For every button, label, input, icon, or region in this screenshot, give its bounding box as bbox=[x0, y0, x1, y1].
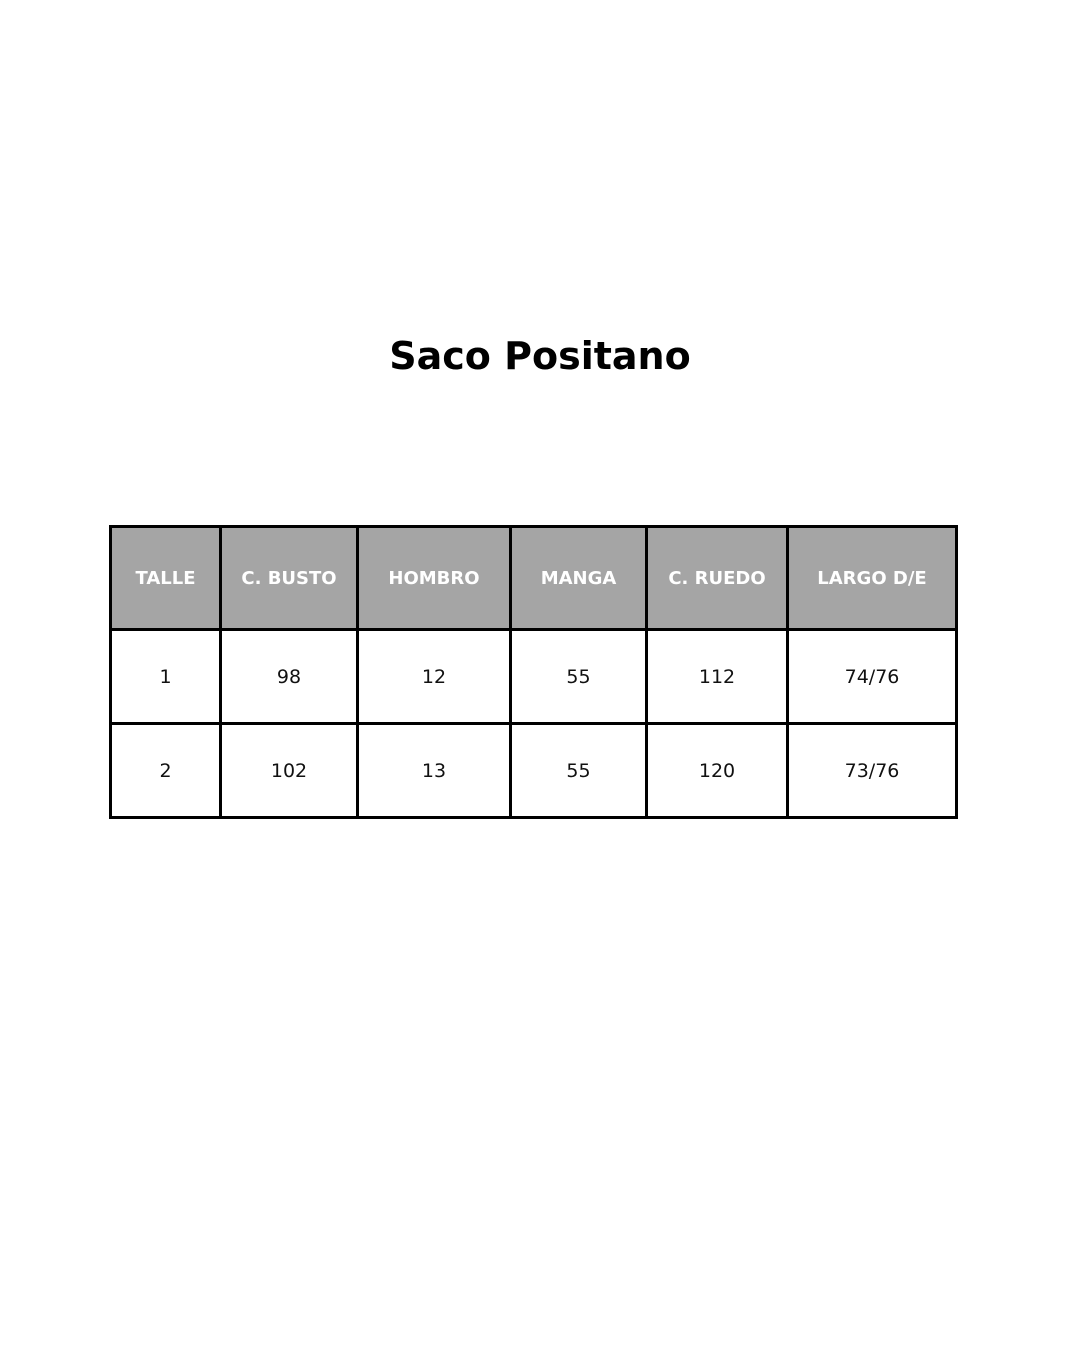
table-cell: 2 bbox=[109, 722, 222, 819]
table-cell: 112 bbox=[645, 628, 789, 725]
table-cell: 55 bbox=[509, 722, 648, 819]
size-table: TALLE C. BUSTO HOMBRO MANGA C. RUEDO LAR… bbox=[109, 525, 958, 819]
table-cell: 12 bbox=[356, 628, 512, 725]
table-cell: 73/76 bbox=[786, 722, 958, 819]
table-cell: 98 bbox=[219, 628, 359, 725]
table-cell: 55 bbox=[509, 628, 648, 725]
table-row: 2 102 13 55 120 73/76 bbox=[109, 722, 958, 819]
table-header-row: TALLE C. BUSTO HOMBRO MANGA C. RUEDO LAR… bbox=[109, 525, 958, 631]
header-largo: LARGO D/E bbox=[786, 525, 958, 631]
page-title: Saco Positano bbox=[389, 334, 691, 378]
table-cell: 13 bbox=[356, 722, 512, 819]
table-cell: 102 bbox=[219, 722, 359, 819]
table-cell: 74/76 bbox=[786, 628, 958, 725]
table-cell: 1 bbox=[109, 628, 222, 725]
header-c-ruedo: C. RUEDO bbox=[645, 525, 789, 631]
table-cell: 120 bbox=[645, 722, 789, 819]
header-c-busto: C. BUSTO bbox=[219, 525, 359, 631]
header-hombro: HOMBRO bbox=[356, 525, 512, 631]
header-talle: TALLE bbox=[109, 525, 222, 631]
header-manga: MANGA bbox=[509, 525, 648, 631]
table-row: 1 98 12 55 112 74/76 bbox=[109, 628, 958, 725]
